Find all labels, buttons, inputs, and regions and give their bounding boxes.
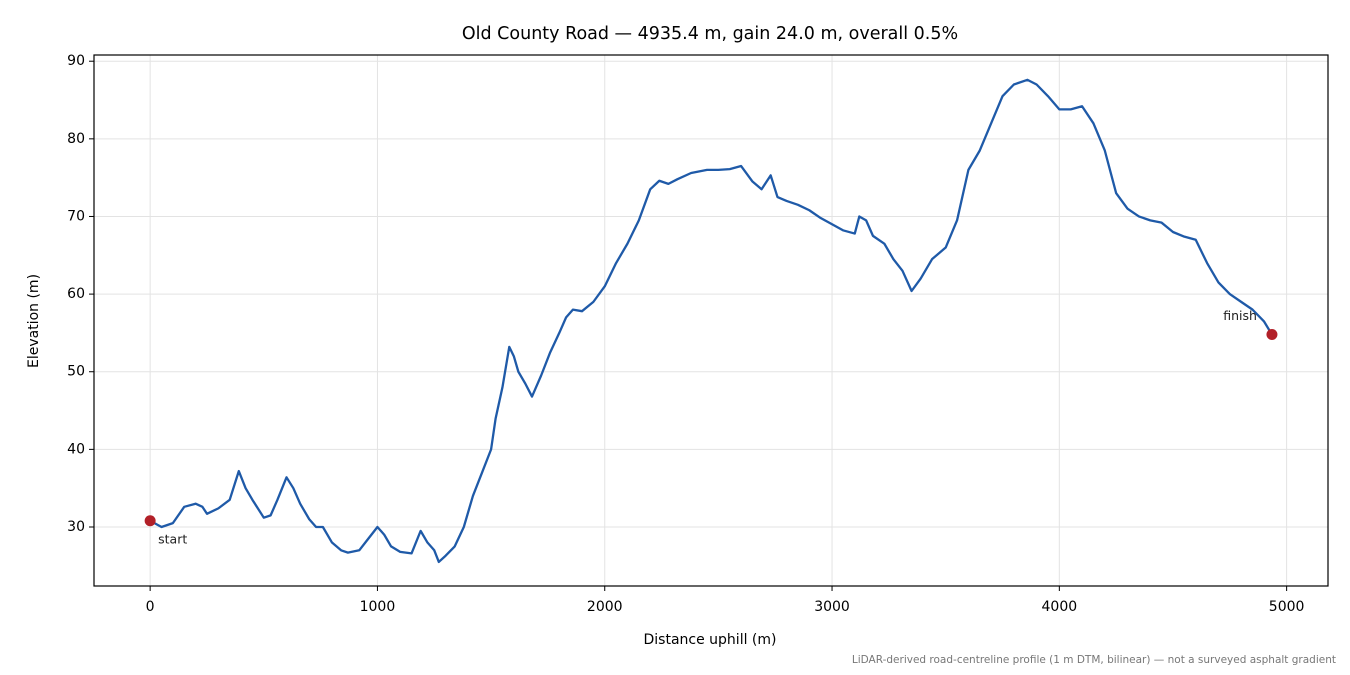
y-tick-label: 70 <box>67 208 85 224</box>
y-tick-label: 30 <box>67 519 85 535</box>
plot-frame <box>93 54 1329 587</box>
x-tick-label: 3000 <box>814 599 850 615</box>
x-axis-label: Distance uphill (m) <box>644 632 777 648</box>
y-tick-label: 40 <box>67 441 85 457</box>
endpoint-label: start <box>158 531 187 546</box>
x-tick-label: 2000 <box>587 599 623 615</box>
y-axis-label: Elevation (m) <box>26 274 42 368</box>
y-tick-label: 50 <box>67 364 85 380</box>
x-tick-label: 1000 <box>360 599 396 615</box>
chart-title: Old County Road — 4935.4 m, gain 24.0 m,… <box>462 24 958 44</box>
elevation-line <box>149 78 1273 564</box>
endpoint-marker <box>1266 328 1278 340</box>
endpoint-label: finish <box>1223 308 1257 323</box>
x-tick-label: 4000 <box>1042 599 1078 615</box>
y-tick-label: 90 <box>67 53 85 69</box>
x-tick-label: 0 <box>146 599 155 615</box>
y-tick-label: 80 <box>67 131 85 147</box>
y-tick-label: 60 <box>67 286 85 302</box>
footnote: LiDAR-derived road-centreline profile (1… <box>852 654 1336 666</box>
x-tick-label: 5000 <box>1269 599 1305 615</box>
endpoint-marker <box>144 515 156 527</box>
